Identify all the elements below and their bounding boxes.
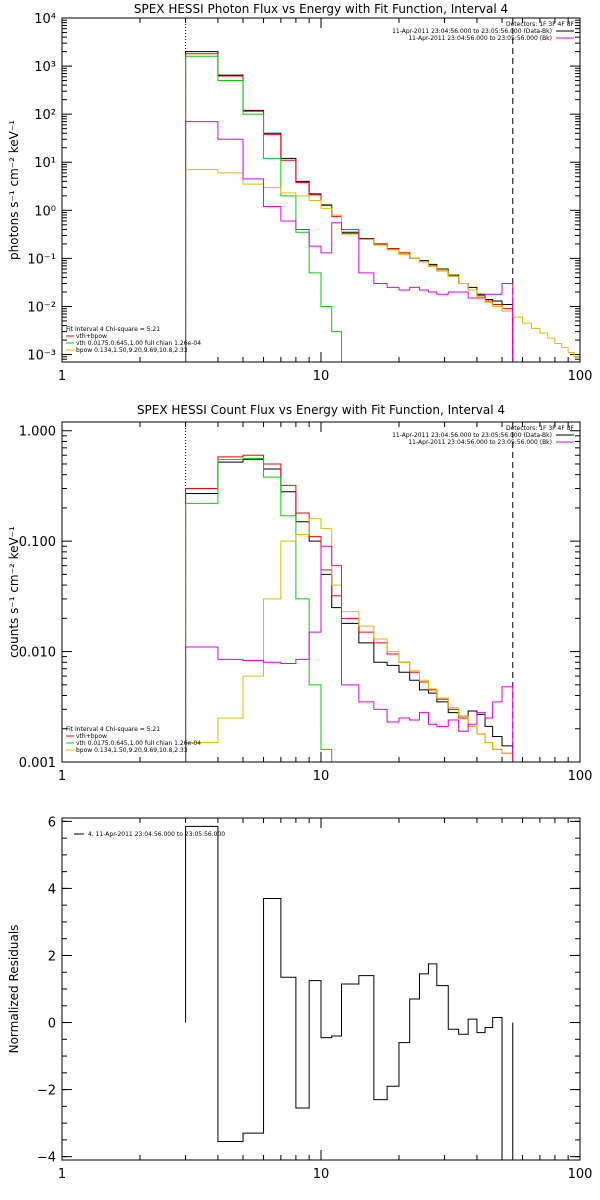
y-tick-label: 10¹ [34, 156, 56, 171]
series-background [185, 121, 514, 362]
plot-frame [61, 421, 581, 763]
x-axis-ticks: 1 10 100 [58, 818, 593, 1182]
series-vth [185, 55, 343, 362]
fit-legend-entry: vth+bpow [76, 333, 107, 340]
y-tick-label: 10⁻¹ [27, 252, 56, 267]
chart-panel-3: Normalized Residuals 1 10 100 −4 −2 0 2 4 6 4. 11-… [7, 815, 592, 1182]
y-tick-label: −2 [37, 1084, 56, 1099]
series-data [185, 51, 514, 362]
series-group [185, 51, 580, 362]
fit-legend-entry: bpow 0.134,1.50,9.20,9.69,10.8,2.33 [76, 747, 188, 754]
fit-legend-entry: vth 0.0175,0.645,1.00 full chian 1.26e-0… [76, 340, 201, 347]
y-tick-label: 1.000 [19, 425, 56, 440]
series-group [185, 454, 524, 762]
series-background [185, 545, 514, 762]
y-tick-label: 0 [48, 1017, 56, 1032]
y-axis-ticks: 10⁻³ 10⁻² 10⁻¹ 10⁰ 10¹ 10² 10³ 10⁴ [27, 12, 580, 364]
series-vth [185, 458, 333, 762]
legend: 4. 11-Apr-2011 23:04:56.000 to 23:05:56.… [74, 831, 225, 838]
legend-header: Detectors: 1F 3F 4F 8F [506, 425, 575, 432]
y-tick-label: 10⁻³ [27, 349, 56, 364]
fit-legend-header: Fit Interval 4 Chi-square = 5.21 [66, 726, 160, 733]
x-tick-label: 10 [313, 369, 330, 384]
plot-frame [61, 817, 581, 1161]
x-tick-label: 100 [568, 369, 593, 384]
y-axis-ticks: −4 −2 0 2 4 6 [37, 815, 580, 1166]
chart-panel-2: SPEX HESSI Count Flux vs Energy with Fit… [7, 403, 592, 784]
legend-entry: 11-Apr-2011 23:04:56.000 to 23:05:56.000… [392, 432, 552, 439]
series-bpow [185, 169, 580, 362]
legend-entry: 11-Apr-2011 23:04:56.000 to 23:05:56.000… [408, 35, 552, 42]
y-axis-ticks: 0.001 0.010 0.100 1.000 [19, 425, 580, 771]
series-model_total [185, 53, 514, 362]
y-tick-label: 4 [48, 882, 56, 897]
series-bpow [185, 518, 524, 762]
y-tick-label: 10³ [34, 60, 56, 75]
legend-entry: 11-Apr-2011 23:04:56.000 to 23:05:56.000… [408, 439, 552, 446]
series-residuals [185, 825, 514, 1160]
x-tick-label: 1 [58, 1167, 66, 1182]
fit-legend-entry: vth 0.0175,0.645,1.00 full chian 1.26e-0… [76, 740, 201, 747]
y-tick-label: 10⁰ [34, 204, 56, 219]
y-tick-label: 0.010 [19, 646, 56, 661]
y-tick-label: 10² [34, 108, 56, 123]
chart-title: SPEX HESSI Count Flux vs Energy with Fit… [137, 403, 505, 417]
legend-header: Detectors: 1F 3F 4F 8F [506, 21, 575, 28]
x-tick-label: 10 [313, 1167, 330, 1182]
fit-legend: Fit Interval 4 Chi-square = 5.21vth+bpow… [66, 726, 201, 754]
y-tick-label: 10⁻² [27, 300, 56, 315]
x-tick-label: 10 [313, 769, 330, 784]
fit-legend-header: Fit Interval 4 Chi-square = 5.21 [66, 326, 160, 333]
y-tick-label: 10⁴ [34, 12, 56, 27]
fit-legend-entry: bpow 0.134,1.50,9.20,9.69,10.8,2.33 [76, 347, 188, 354]
y-axis-label: counts s⁻¹ cm⁻² keV⁻¹ [7, 526, 21, 658]
series-group [185, 825, 514, 1160]
legend-entry: 11-Apr-2011 23:04:56.000 to 23:05:56.000… [392, 28, 552, 35]
y-axis-label: Normalized Residuals [7, 925, 21, 1054]
y-tick-label: 0.100 [19, 535, 56, 550]
fit-legend-entry: vth+bpow [76, 733, 107, 740]
x-tick-label: 100 [568, 1167, 593, 1182]
y-tick-label: −4 [37, 1151, 56, 1166]
x-tick-label: 1 [58, 769, 66, 784]
y-tick-label: 0.001 [19, 756, 56, 771]
plot-frame [61, 17, 581, 363]
x-tick-label: 100 [568, 769, 593, 784]
chart-panel-1: SPEX HESSI Photon Flux vs Energy with Fi… [7, 2, 592, 384]
y-tick-label: 6 [48, 815, 56, 830]
y-tick-label: 2 [48, 949, 56, 964]
chart-title: SPEX HESSI Photon Flux vs Energy with Fi… [134, 2, 508, 16]
y-axis-label: photons s⁻¹ cm⁻² keV⁻¹ [7, 120, 21, 260]
x-tick-label: 1 [58, 369, 66, 384]
legend-entry: 4. 11-Apr-2011 23:04:56.000 to 23:05:56.… [88, 831, 225, 838]
fit-legend: Fit Interval 4 Chi-square = 5.21vth+bpow… [66, 326, 201, 354]
